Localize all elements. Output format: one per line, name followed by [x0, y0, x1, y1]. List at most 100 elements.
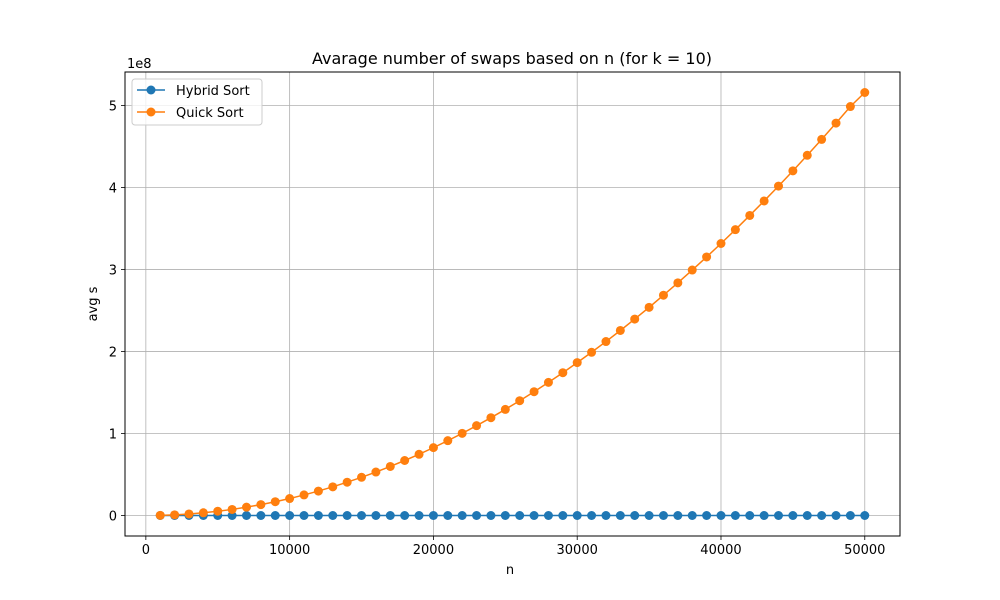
quick-sort-point — [658, 290, 668, 300]
quick-sort-point — [831, 118, 841, 128]
hybrid-sort-point — [486, 511, 496, 521]
quick-sort-point — [572, 358, 582, 368]
quick-sort-point — [673, 278, 683, 288]
hybrid-sort-point — [658, 511, 668, 521]
quick-sort-point — [170, 510, 180, 520]
legend-quick-sort-marker — [146, 107, 156, 117]
quick-sort-point — [256, 500, 266, 510]
quick-sort-point — [615, 325, 625, 335]
series-quick-sort — [155, 87, 870, 520]
quick-sort-point — [601, 337, 611, 347]
hybrid-sort-point — [716, 511, 726, 521]
legend-quick-sort-label: Quick Sort — [176, 106, 244, 121]
hybrid-sort-point — [500, 511, 510, 521]
hybrid-sort-point — [241, 511, 251, 521]
hybrid-sort-point — [270, 511, 280, 521]
quick-sort-point — [184, 509, 194, 519]
quick-sort-point — [486, 413, 496, 423]
hybrid-sort-point — [400, 511, 410, 521]
x-axis-ticks: 0 10000 20000 30000 40000 50000 — [142, 536, 885, 558]
hybrid-sort-point — [702, 511, 712, 521]
hybrid-sort-point — [256, 511, 266, 521]
hybrid-sort-point — [371, 511, 381, 521]
y-tick-label: 0 — [109, 510, 117, 525]
x-tick-label: 40000 — [700, 543, 741, 558]
hybrid-sort-point — [774, 511, 784, 521]
hybrid-sort-point — [342, 511, 352, 521]
quick-sort-point — [529, 387, 539, 397]
hybrid-sort-point — [817, 511, 827, 521]
quick-sort-point — [213, 506, 223, 516]
quick-sort-point — [500, 404, 510, 414]
quick-sort-point — [198, 508, 208, 518]
hybrid-sort-point — [558, 511, 568, 521]
quick-sort-point — [716, 238, 726, 248]
y-tick-label: 2 — [109, 346, 117, 361]
quick-sort-point — [400, 455, 410, 465]
quick-sort-point — [630, 314, 640, 324]
quick-sort-point — [845, 102, 855, 112]
series-layer — [155, 87, 870, 521]
x-axis-label: n — [506, 563, 514, 578]
hybrid-sort-point — [299, 511, 309, 521]
quick-sort-point — [371, 467, 381, 477]
x-tick-label: 20000 — [413, 543, 454, 558]
quick-sort-point — [385, 461, 395, 471]
quick-sort-point — [299, 490, 309, 500]
x-tick-label: 50000 — [844, 543, 885, 558]
quick-sort-point — [543, 377, 553, 387]
y-axis-ticks: 0 1 2 3 4 5 — [109, 100, 125, 525]
quick-sort-point — [774, 181, 784, 191]
hybrid-sort-point — [414, 511, 424, 521]
quick-sort-point — [342, 477, 352, 487]
quick-sort-point — [802, 150, 812, 160]
hybrid-sort-point — [630, 511, 640, 521]
hybrid-sort-point — [543, 511, 553, 521]
x-tick-label: 30000 — [557, 543, 598, 558]
hybrid-sort-point — [644, 511, 654, 521]
legend: Hybrid Sort Quick Sort — [131, 78, 263, 126]
quick-sort-point — [817, 134, 827, 144]
hybrid-sort-point — [443, 511, 453, 521]
y-axis-offset-label: 1e8 — [127, 57, 152, 72]
quick-sort-point — [443, 436, 453, 446]
hybrid-sort-point — [529, 511, 539, 521]
hybrid-sort-point — [615, 511, 625, 521]
hybrid-sort-point — [673, 511, 683, 521]
chart-title: Avarage number of swaps based on n (for … — [312, 49, 712, 68]
hybrid-sort-point — [457, 511, 467, 521]
hybrid-sort-point — [285, 511, 295, 521]
hybrid-sort-point — [730, 511, 740, 521]
quick-sort-point — [687, 265, 697, 275]
hybrid-sort-point — [385, 511, 395, 521]
y-tick-label: 1 — [109, 428, 117, 443]
quick-sort-point — [457, 428, 467, 438]
hybrid-sort-point — [472, 511, 482, 521]
hybrid-sort-point — [831, 511, 841, 521]
hybrid-sort-point — [357, 511, 367, 521]
y-tick-label: 4 — [109, 182, 117, 197]
hybrid-sort-point — [759, 511, 769, 521]
quick-sort-point — [702, 252, 712, 262]
hybrid-sort-point — [572, 511, 582, 521]
quick-sort-point — [515, 396, 525, 406]
y-tick-label: 5 — [109, 100, 117, 115]
quick-sort-point — [414, 449, 424, 459]
plot-area — [125, 72, 900, 536]
hybrid-sort-point — [428, 511, 438, 521]
hybrid-sort-point — [328, 511, 338, 521]
quick-sort-point — [285, 494, 295, 504]
hybrid-sort-point — [601, 511, 611, 521]
quick-sort-point — [788, 166, 798, 176]
hybrid-sort-point — [860, 511, 870, 521]
y-axis-label: avg s — [86, 286, 101, 321]
quick-sort-point — [328, 482, 338, 492]
quick-sort-point — [558, 368, 568, 378]
hybrid-sort-point — [515, 511, 525, 521]
quick-sort-point — [587, 347, 597, 357]
quick-sort-point — [357, 472, 367, 482]
quick-sort-point — [155, 510, 165, 520]
quick-sort-point — [313, 486, 323, 496]
quick-sort-point — [241, 502, 251, 512]
quick-sort-point — [860, 87, 870, 97]
